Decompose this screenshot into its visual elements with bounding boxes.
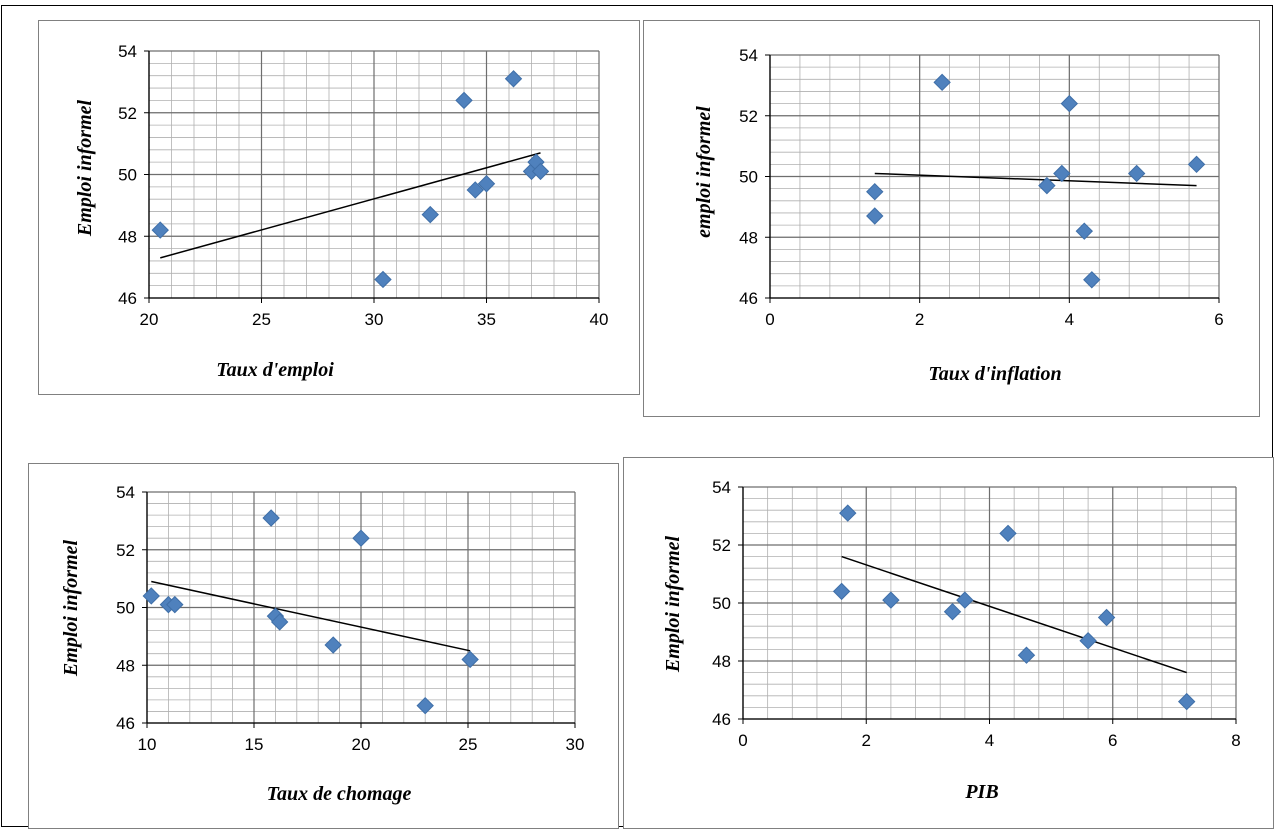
x-tick-label: 6	[1108, 731, 1117, 750]
data-point	[1017, 646, 1036, 664]
y-tick-label: 54	[739, 46, 758, 65]
data-point	[352, 529, 370, 547]
data-point	[1097, 608, 1116, 627]
y-tick-label: 48	[118, 227, 137, 246]
data-point	[531, 162, 550, 181]
scatter-chart: 20 25 30 35 40 46 48 50 52 54 Taux d'emploi Emploi …	[74, 42, 609, 381]
data-point	[1053, 164, 1071, 183]
trendline	[874, 172, 1197, 187]
y-tick-label: 46	[116, 714, 135, 733]
y-tick-label: 46	[118, 289, 137, 308]
trendline	[160, 152, 541, 259]
gridlines	[742, 486, 1237, 720]
data-point	[416, 696, 434, 715]
y-tick-label: 46	[712, 710, 731, 729]
y-tick-label: 54	[118, 42, 137, 61]
x-tick-label: 8	[1231, 731, 1240, 750]
data-point	[1038, 176, 1056, 195]
x-tick-label: 2	[915, 310, 924, 329]
y-tick-label: 48	[712, 652, 731, 671]
data-point	[270, 613, 289, 631]
data-point	[151, 221, 169, 239]
y-axis-title: Emploi informel	[60, 539, 82, 677]
x-tick-label: 0	[765, 310, 774, 329]
y-tick-label: 52	[116, 541, 135, 560]
y-axis-title: Emploi informel	[662, 535, 684, 673]
data-point	[324, 636, 342, 654]
data-point	[1075, 222, 1094, 240]
data-point	[866, 182, 884, 201]
data-point	[421, 205, 439, 224]
x-tick-label: 20	[140, 310, 159, 329]
y-tick-label: 50	[739, 168, 758, 187]
x-tick-label: 10	[138, 735, 157, 754]
data-point	[262, 509, 280, 527]
data-point	[933, 73, 951, 92]
data-point	[882, 591, 900, 609]
y-tick-label: 46	[739, 289, 758, 308]
data-point	[1187, 155, 1206, 174]
chart-panel-taux-chomage: 10 15 20 25 30 46 48 50 52 54 Taux de chomage Emplo…	[28, 463, 619, 829]
trendline	[841, 555, 1187, 674]
data-point	[466, 181, 484, 199]
data-point	[461, 650, 479, 669]
data-point	[943, 602, 962, 621]
data-point	[504, 70, 523, 88]
gridlines	[146, 491, 576, 724]
x-tick-label: 6	[1214, 310, 1223, 329]
data-point	[455, 91, 473, 110]
y-tick-label: 50	[118, 166, 137, 185]
x-tick-label: 2	[862, 731, 871, 750]
data-point	[374, 270, 392, 289]
x-tick-label: 15	[245, 735, 264, 754]
x-tick-label: 35	[477, 310, 496, 329]
data-point	[166, 595, 184, 614]
data-point	[142, 587, 160, 605]
data-point	[1079, 631, 1097, 650]
data-point	[1083, 271, 1101, 289]
x-axis-title: PIB	[964, 781, 998, 803]
x-axis-title: Taux de chomage	[267, 783, 412, 805]
x-tick-label: 4	[985, 731, 994, 750]
x-tick-label: 40	[590, 310, 609, 329]
data-point	[839, 504, 857, 522]
data-point	[477, 175, 496, 193]
y-tick-label: 54	[712, 478, 731, 497]
chart-panel-pib: 0 2 4 6 8 46 48 50 52 54 PIB Emploi informel	[623, 457, 1274, 829]
scatter-chart: 10 15 20 25 30 46 48 50 52 54 Taux de chomage Emplo…	[60, 483, 585, 805]
data-point	[832, 582, 851, 601]
x-axis-title: Taux d'emploi	[216, 359, 334, 381]
data-point	[1127, 164, 1146, 183]
data-point	[1060, 94, 1079, 113]
y-tick-label: 52	[712, 536, 731, 555]
gridlines	[769, 54, 1220, 299]
x-tick-label: 25	[459, 735, 478, 754]
x-tick-label: 30	[566, 735, 585, 754]
chart-panel-taux-emploi: 20 25 30 35 40 46 48 50 52 54 Taux d'emploi Emploi …	[38, 20, 640, 395]
y-tick-label: 54	[116, 483, 135, 502]
data-point	[999, 524, 1017, 543]
y-tick-label: 50	[116, 599, 135, 618]
x-tick-label: 30	[365, 310, 384, 329]
data-point	[866, 207, 884, 225]
data-point	[1177, 692, 1196, 711]
y-tick-label: 52	[118, 104, 137, 123]
y-tick-label: 52	[739, 107, 758, 126]
x-axis-title: Taux d'inflation	[928, 363, 1061, 385]
x-tick-label: 20	[352, 735, 371, 754]
trendline	[151, 580, 471, 652]
data-point	[956, 591, 974, 609]
x-tick-label: 0	[738, 731, 747, 750]
y-axis-title: emploi informel	[693, 106, 715, 238]
y-tick-label: 50	[712, 594, 731, 613]
x-tick-label: 4	[1065, 310, 1074, 329]
y-tick-label: 48	[116, 656, 135, 675]
chart-panel-taux-inflation: 0 2 4 6 46 48 50 52 54 Taux d'inflation emploi inf…	[643, 20, 1260, 417]
x-tick-label: 25	[252, 310, 271, 329]
y-axis-title: Emploi informel	[74, 99, 96, 237]
y-tick-label: 48	[739, 228, 758, 247]
